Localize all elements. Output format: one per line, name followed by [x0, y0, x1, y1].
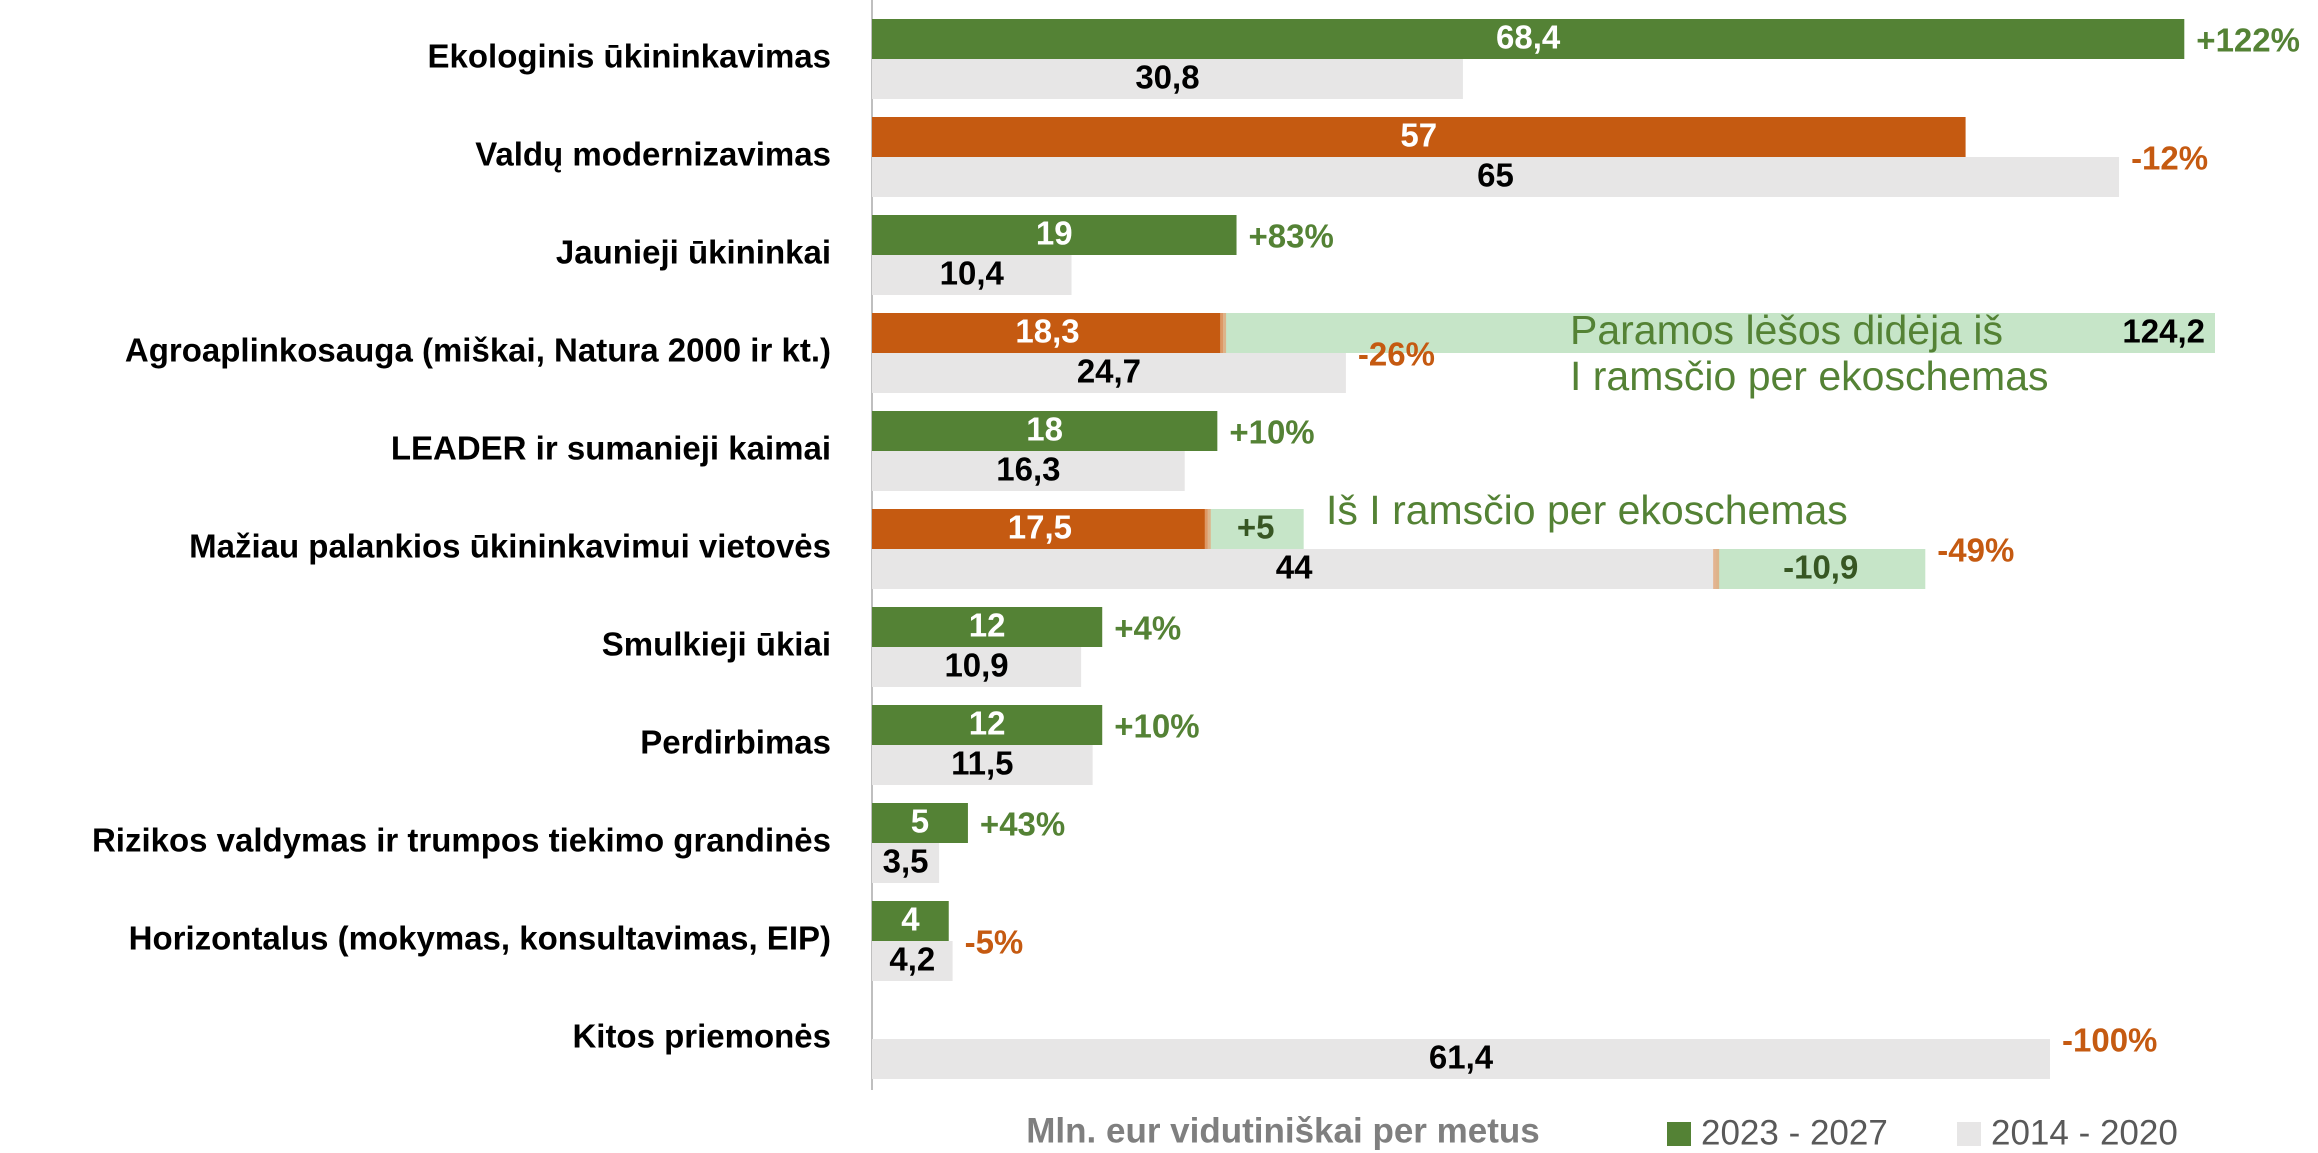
- bar: [872, 509, 1208, 549]
- value-label: 68,4: [1496, 19, 1561, 56]
- value-label: 44: [1276, 549, 1313, 586]
- segment-separator: [1713, 549, 1720, 589]
- value-label: 18: [1026, 411, 1063, 448]
- bar: [872, 157, 2120, 197]
- bar: [872, 411, 1218, 451]
- value-label: 4,2: [889, 941, 935, 978]
- bar: [872, 59, 1463, 99]
- bar: [872, 705, 1103, 745]
- category-label: Perdirbimas: [640, 724, 831, 761]
- category-label: Smulkieji ūkiai: [602, 626, 831, 663]
- value-label: 11,5: [951, 745, 1013, 782]
- category-label: Ekologinis ūkininkavimas: [428, 38, 831, 75]
- bar: [872, 313, 1224, 353]
- category-label: Jaunieji ūkininkai: [556, 234, 831, 271]
- bar: [872, 607, 1103, 647]
- value-label: 57: [1400, 117, 1437, 154]
- value-label: 17,5: [1008, 509, 1072, 546]
- value-label: 19: [1036, 215, 1073, 252]
- bar: [872, 941, 953, 981]
- change-label: -100%: [2062, 1022, 2157, 1059]
- extra-value-label: +5: [1237, 509, 1275, 546]
- legend-swatch: [1957, 1122, 1981, 1146]
- value-label: 18,3: [1015, 313, 1079, 350]
- segment-separator: [1220, 313, 1227, 353]
- value-label: 10,9: [944, 647, 1008, 684]
- bar: [872, 803, 968, 843]
- legend-label: 2014 - 2020: [1991, 1113, 2178, 1152]
- change-label: -49%: [1937, 532, 2014, 569]
- x-axis-label: Mln. eur vidutiniškai per metus: [1026, 1111, 1539, 1150]
- value-label: 24,7: [1077, 353, 1141, 390]
- value-label: 5: [911, 803, 929, 840]
- value-label: 4: [901, 901, 920, 938]
- annotation: Paramos lėšos didėja iš: [1570, 307, 2003, 353]
- extra-value-label: 124,2: [2122, 313, 2205, 350]
- value-label: 12: [969, 607, 1006, 644]
- plot-area: [872, 19, 2215, 1079]
- change-label: +43%: [980, 806, 1065, 843]
- bar: [872, 647, 1082, 687]
- extra-segment: [1207, 509, 1304, 549]
- bar: [872, 255, 1072, 295]
- segment-separator: [1204, 509, 1211, 549]
- value-label: 3,5: [883, 843, 929, 880]
- annotation: Iš I ramsčio per ekoschemas: [1326, 487, 1848, 533]
- value-label: 61,4: [1429, 1039, 1494, 1076]
- bar: [872, 549, 1717, 589]
- change-label: +10%: [1229, 414, 1314, 451]
- legend-label: 2023 - 2027: [1701, 1113, 1888, 1152]
- change-label: +10%: [1114, 708, 1199, 745]
- category-label: Mažiau palankios ūkininkavimui vietovės: [189, 528, 831, 565]
- category-label: Valdų modernizavimas: [475, 136, 831, 173]
- bar: [872, 117, 1966, 157]
- bar: [872, 843, 940, 883]
- category-label: Rizikos valdymas ir trumpos tiekimo gran…: [92, 822, 831, 859]
- value-label: 30,8: [1135, 59, 1199, 96]
- category-label: LEADER ir sumanieji kaimai: [391, 430, 831, 467]
- annotation: I ramsčio per ekoschemas: [1570, 353, 2049, 399]
- bar: [872, 901, 949, 941]
- change-label: +122%: [2196, 22, 2300, 59]
- bar: [872, 745, 1093, 785]
- extra-segment: [1716, 549, 1926, 589]
- change-label: +4%: [1114, 610, 1181, 647]
- extra-segment: [1223, 313, 2215, 353]
- category-label: Horizontalus (mokymas, konsultavimas, EI…: [129, 920, 831, 957]
- bar: [872, 215, 1237, 255]
- bar: [872, 19, 2185, 59]
- change-label: -12%: [2131, 140, 2208, 177]
- change-label: +83%: [1249, 218, 1334, 255]
- category-label: Kitos priemonės: [572, 1018, 831, 1055]
- change-label: -26%: [1358, 336, 1435, 373]
- value-label: 12: [969, 705, 1006, 742]
- bar: [872, 353, 1346, 393]
- bar: [872, 1039, 2051, 1079]
- change-label: -5%: [965, 924, 1024, 961]
- extra-value-label: -10,9: [1783, 549, 1858, 586]
- value-label: 65: [1477, 157, 1514, 194]
- bar: [872, 451, 1185, 491]
- value-label: 10,4: [940, 255, 1005, 292]
- legend-swatch: [1667, 1122, 1691, 1146]
- value-label: 16,3: [996, 451, 1060, 488]
- category-label: Agroaplinkosauga (miškai, Natura 2000 ir…: [125, 332, 831, 369]
